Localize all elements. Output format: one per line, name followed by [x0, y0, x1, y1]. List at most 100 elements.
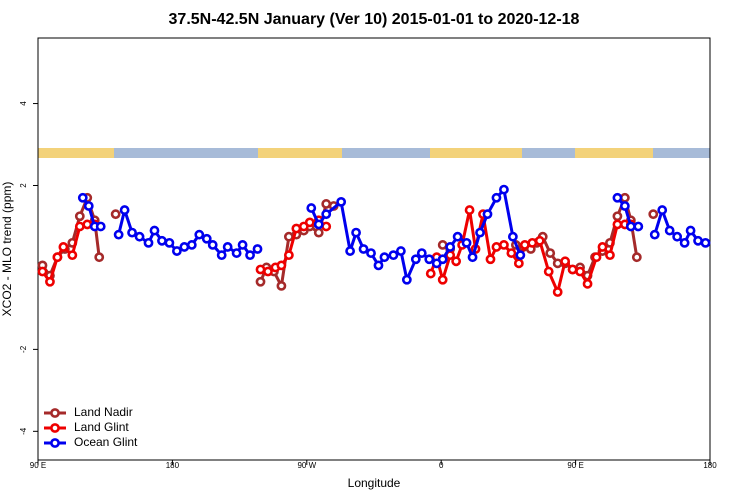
legend-marker	[50, 408, 60, 418]
point	[491, 192, 502, 203]
point	[263, 266, 273, 277]
point	[82, 219, 93, 230]
point	[95, 221, 106, 232]
point	[37, 266, 48, 277]
legend-label: Ocean Glint	[74, 435, 138, 449]
series-line	[41, 208, 631, 294]
point	[664, 225, 675, 236]
point	[252, 244, 263, 254]
point	[401, 274, 412, 285]
point	[283, 250, 294, 261]
point	[545, 248, 556, 258]
point	[321, 199, 332, 209]
point	[336, 196, 347, 207]
point	[231, 248, 242, 258]
point	[451, 256, 462, 267]
land-mask-strip	[38, 148, 710, 158]
point	[485, 254, 496, 265]
point	[291, 223, 302, 234]
point	[351, 227, 361, 238]
point	[499, 240, 509, 250]
point	[255, 264, 266, 275]
point	[605, 250, 615, 261]
point	[83, 201, 94, 211]
point	[582, 278, 593, 289]
point	[321, 209, 332, 220]
legend-marker	[50, 438, 60, 448]
point	[222, 242, 233, 252]
point	[612, 219, 623, 230]
point	[519, 240, 530, 250]
y-tick-label: -4	[19, 427, 28, 435]
point	[625, 221, 636, 232]
point	[74, 211, 85, 222]
point	[171, 246, 182, 256]
y-tick-label: -2	[19, 345, 28, 353]
chart-title: 37.5N-42.5N January (Ver 10) 2015-01-01 …	[169, 11, 580, 28]
point	[467, 252, 478, 263]
y-tick-label: 4	[19, 101, 28, 106]
point	[216, 250, 227, 261]
point	[461, 237, 472, 248]
point	[52, 252, 63, 263]
point	[633, 221, 644, 232]
point	[506, 248, 517, 258]
point	[67, 250, 78, 261]
legend-label: Land Nadir	[74, 405, 133, 419]
point	[424, 254, 435, 265]
point	[94, 252, 105, 263]
point	[373, 260, 384, 271]
point	[631, 252, 642, 263]
point	[410, 254, 421, 265]
point	[306, 203, 317, 213]
point	[395, 246, 406, 256]
x-tick-label: 90 W	[297, 461, 316, 470]
point	[560, 256, 571, 267]
point	[276, 280, 287, 291]
point	[425, 268, 436, 279]
x-axis-title: Longitude	[348, 476, 401, 490]
point	[612, 211, 623, 222]
point	[276, 260, 287, 271]
point	[679, 237, 690, 248]
point	[194, 229, 205, 240]
point	[45, 276, 55, 287]
point	[700, 237, 711, 248]
point	[321, 221, 332, 232]
x-tick-label: 90 E	[30, 461, 46, 470]
point	[672, 231, 683, 242]
point	[149, 225, 160, 236]
point	[649, 229, 660, 240]
point	[379, 252, 390, 263]
point	[575, 266, 585, 277]
point	[693, 235, 703, 246]
point	[445, 242, 456, 252]
x-tick-label: 180	[703, 461, 717, 470]
point	[179, 242, 190, 252]
point	[648, 209, 659, 220]
point	[164, 237, 175, 248]
point	[619, 192, 630, 203]
x-tick-label: 90 E	[567, 461, 583, 470]
point	[110, 209, 121, 220]
point	[157, 235, 167, 246]
point	[619, 201, 630, 211]
point	[119, 205, 130, 215]
point	[507, 231, 518, 242]
point	[452, 231, 463, 242]
point	[388, 250, 399, 261]
point	[113, 229, 124, 240]
point	[134, 231, 145, 242]
point	[304, 217, 315, 228]
point	[552, 287, 563, 297]
point	[437, 254, 448, 265]
x-tick-label: 0	[439, 461, 444, 470]
point	[207, 240, 218, 250]
point	[437, 240, 448, 250]
point	[313, 227, 324, 238]
point	[77, 192, 88, 203]
point	[74, 221, 85, 232]
point	[186, 240, 197, 250]
point	[237, 240, 248, 250]
point	[345, 246, 356, 256]
